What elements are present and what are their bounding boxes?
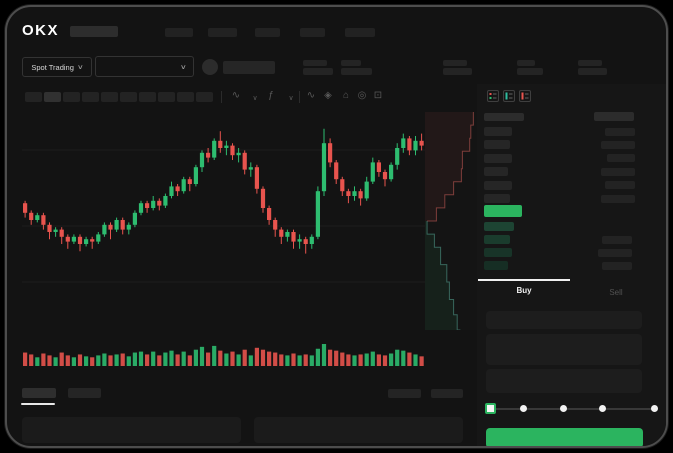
bottom-tab-skeleton[interactable]	[68, 388, 101, 398]
chevron-down-icon[interactable]: ∨	[252, 95, 258, 102]
app-window: OKX Spot Trading ∨ ∨ ∿ ∨ ƒ ∨ ∿ ◈ ⌂ ◎ ⊡	[5, 5, 668, 448]
pair-name-skeleton	[223, 61, 275, 74]
book-both-sides-icon[interactable]	[487, 90, 499, 102]
ask-amount-skeleton	[601, 140, 635, 149]
slider-step-dot[interactable]	[560, 405, 567, 412]
depth-chart	[425, 112, 477, 330]
indicator-wave-icon[interactable]: ∿	[306, 90, 316, 101]
stat-label-skeleton	[517, 60, 535, 66]
bid-amount-skeleton	[598, 248, 632, 257]
stat-label-skeleton	[443, 60, 467, 66]
chevron-down-icon[interactable]: ∨	[288, 95, 294, 102]
nav-item-skeleton[interactable]	[255, 28, 280, 37]
tab-buy[interactable]: Buy	[516, 286, 532, 295]
timeframe-button-skeleton[interactable]	[44, 92, 61, 102]
amount-input-skeleton[interactable]	[486, 334, 642, 365]
ask-amount-skeleton	[607, 154, 635, 163]
ask-amount-skeleton	[601, 167, 635, 176]
slider-handle-active[interactable]	[485, 403, 496, 414]
nav-item-skeleton[interactable]	[165, 28, 193, 37]
market-type-label: Spot Trading	[31, 62, 74, 72]
compare-icon[interactable]: ◈	[324, 90, 332, 101]
bottom-tab-active-skeleton[interactable]	[22, 388, 56, 398]
ask-amount-skeleton	[601, 194, 635, 203]
curve-style-icon[interactable]: ∿	[231, 90, 241, 101]
ask-price-skeleton	[484, 194, 510, 203]
slider-step-dot[interactable]	[520, 405, 527, 412]
timeframe-button-skeleton[interactable]	[82, 92, 99, 102]
slider-step-dot[interactable]	[599, 405, 606, 412]
bid-amount-skeleton	[602, 235, 632, 244]
timeframe-button-skeleton[interactable]	[101, 92, 118, 102]
timeframe-button-skeleton[interactable]	[63, 92, 80, 102]
timeframe-button-skeleton[interactable]	[139, 92, 156, 102]
orderbook-amount-header-skeleton	[594, 112, 634, 121]
bid-amount-skeleton	[602, 261, 632, 270]
ask-price-skeleton	[484, 127, 512, 136]
buy-tab-indicator	[478, 279, 570, 281]
stat-label-skeleton	[303, 60, 327, 66]
candlestick-chart[interactable]	[22, 112, 425, 332]
bid-price-skeleton	[484, 235, 510, 244]
bid-price-skeleton	[484, 248, 512, 257]
ask-price-skeleton	[484, 153, 512, 163]
stat-value-skeleton	[303, 68, 333, 75]
last-price-badge	[484, 205, 522, 217]
orders-panel-skeleton	[22, 417, 241, 443]
toolbar-divider	[221, 91, 222, 103]
pair-avatar[interactable]	[202, 59, 218, 75]
timeframe-button-skeleton[interactable]	[25, 92, 42, 102]
ask-price-skeleton	[484, 167, 508, 177]
stat-value-skeleton	[443, 68, 472, 75]
history-panel-skeleton	[254, 417, 463, 443]
volume-histogram	[23, 344, 424, 366]
active-tab-underline	[21, 403, 55, 405]
price-input-skeleton[interactable]	[486, 311, 642, 329]
nav-item-skeleton[interactable]	[300, 28, 325, 37]
stat-value-skeleton	[341, 68, 372, 75]
timeframe-button-skeleton[interactable]	[158, 92, 175, 102]
bid-price-skeleton	[484, 261, 508, 270]
bottom-link-skeleton[interactable]	[431, 389, 463, 398]
toolbar-divider	[299, 91, 300, 103]
amount-slider-track[interactable]	[490, 408, 656, 410]
chevron-down-icon: ∨	[180, 63, 187, 71]
nav-item-skeleton[interactable]	[208, 28, 237, 37]
stat-value-skeleton	[578, 68, 607, 75]
fullscreen-icon[interactable]: ⊡	[373, 90, 383, 101]
stat-label-skeleton	[578, 60, 602, 66]
stat-value-skeleton	[517, 68, 543, 75]
ask-amount-skeleton	[605, 181, 635, 190]
book-bids-only-icon[interactable]	[503, 90, 515, 102]
function-icon[interactable]: ƒ	[268, 90, 274, 101]
total-input-skeleton[interactable]	[486, 369, 642, 393]
tab-sell[interactable]: Sell	[609, 288, 623, 297]
market-type-dropdown[interactable]: Spot Trading ∨	[22, 57, 92, 77]
ask-price-skeleton	[484, 140, 510, 150]
okx-logo: OKX	[22, 22, 60, 39]
bid-price-skeleton	[484, 222, 514, 231]
header-search-skeleton[interactable]	[70, 26, 118, 37]
ask-amount-skeleton	[605, 127, 635, 136]
chevron-down-icon: ∨	[76, 64, 84, 71]
nav-item-skeleton[interactable]	[345, 28, 375, 37]
book-asks-only-icon[interactable]	[519, 90, 531, 102]
timeframe-button-skeleton[interactable]	[196, 92, 213, 102]
timeframe-button-skeleton[interactable]	[120, 92, 137, 102]
snapshot-icon[interactable]: ⌂	[342, 90, 350, 101]
settings-icon[interactable]: ◎	[357, 90, 367, 101]
timeframe-button-skeleton[interactable]	[177, 92, 194, 102]
stat-label-skeleton	[341, 60, 361, 66]
slider-step-dot[interactable]	[651, 405, 658, 412]
bottom-link-skeleton[interactable]	[388, 389, 421, 398]
buy-submit-button[interactable]	[486, 428, 643, 446]
ask-price-skeleton	[484, 180, 512, 190]
orderbook-price-header-skeleton	[484, 113, 524, 121]
pair-selector-dropdown[interactable]: ∨	[95, 56, 194, 77]
